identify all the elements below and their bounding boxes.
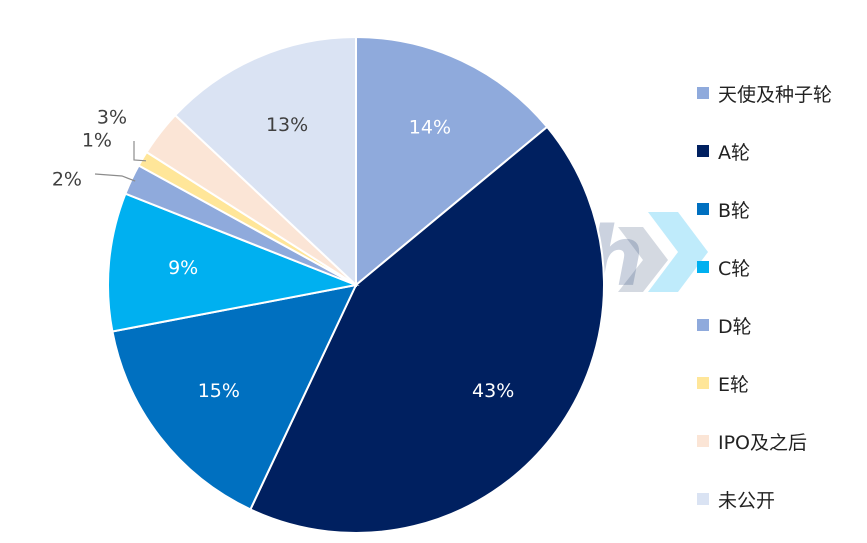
legend-swatch-5 [697, 377, 709, 389]
pie-slice-label-6: 3% [97, 107, 127, 129]
legend-label-4: D轮 [718, 315, 752, 338]
pie-slice-0 [355, 35, 549, 288]
pie-slice-label-5: 1% [82, 130, 112, 152]
legend-item-1: A轮 [697, 122, 867, 180]
legend-swatch-1 [697, 145, 709, 157]
legend-label-7: 未公开 [718, 489, 776, 512]
legend-item-7: 未公开 [697, 470, 867, 528]
pie-slice-label-2: 15% [198, 380, 240, 402]
legend-swatch-6 [697, 435, 709, 447]
pie-slice-3 [107, 192, 360, 333]
pie-slice-label-4: 2% [52, 169, 82, 191]
legend-item-0: 天使及种子轮 [697, 64, 867, 122]
legend-item-2: B轮 [697, 180, 867, 238]
pie-leader-line-5 [133, 141, 147, 162]
pie-slice-label-1: 43% [472, 380, 514, 402]
legend: 天使及种子轮 A轮 B轮 C轮 D轮 E轮 IPO及之后 未公开 [697, 64, 867, 528]
legend-swatch-0 [697, 87, 709, 99]
pie-leader-line-4 [94, 173, 136, 182]
pie-slice-label-7: 13% [266, 114, 308, 136]
legend-swatch-4 [697, 319, 709, 331]
pie-slice-2 [111, 283, 358, 511]
legend-label-1: A轮 [718, 141, 750, 164]
legend-item-5: E轮 [697, 354, 867, 412]
pie-slice-1 [249, 125, 605, 534]
legend-label-6: IPO及之后 [718, 431, 808, 454]
legend-item-6: IPO及之后 [697, 412, 867, 470]
legend-label-3: C轮 [718, 257, 751, 280]
legend-swatch-7 [697, 493, 709, 505]
legend-label-0: 天使及种子轮 [718, 83, 833, 106]
legend-swatch-2 [697, 203, 709, 215]
pie-slice-label-0: 14% [409, 116, 451, 138]
pie-slice-label-3: 9% [168, 257, 198, 279]
legend-item-4: D轮 [697, 296, 867, 354]
legend-label-5: E轮 [718, 373, 750, 396]
pie-slice-7 [173, 35, 357, 288]
legend-label-2: B轮 [718, 199, 751, 222]
legend-swatch-3 [697, 261, 709, 273]
legend-item-3: C轮 [697, 238, 867, 296]
